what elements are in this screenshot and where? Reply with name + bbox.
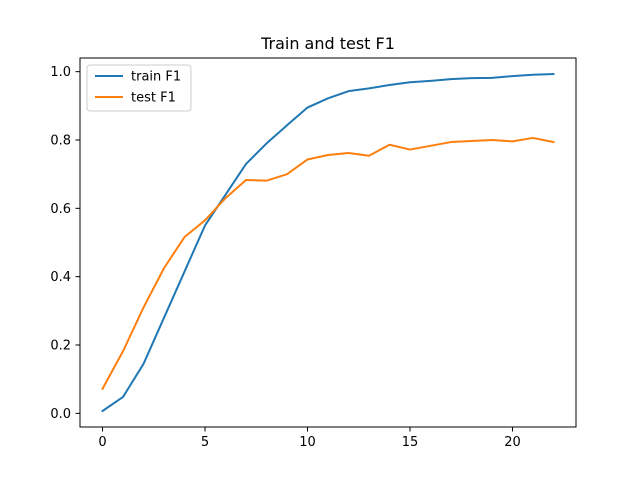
plot-area <box>101 73 555 413</box>
y-tick-label: 0.2 <box>50 339 71 354</box>
axes-frame <box>79 57 577 428</box>
series-line-1 <box>101 136 555 391</box>
y-tick-label: 0.4 <box>50 270 71 285</box>
legend-label-1: test F1 <box>131 91 176 106</box>
x-tick-label: 15 <box>402 435 419 450</box>
legend-label-0: train F1 <box>131 70 181 85</box>
y-tick-label: 1.0 <box>50 65 71 80</box>
x-tick-label: 10 <box>299 435 316 450</box>
y-tick-label: 0.6 <box>50 202 71 217</box>
x-tick-label: 0 <box>98 435 106 450</box>
x-tick-label: 5 <box>201 435 209 450</box>
axes: 0 5 10 15 20 0.0 0.2 0.4 0.6 0.8 1.0 <box>50 57 577 450</box>
y-tick-label: 0.8 <box>50 134 71 149</box>
x-tick-label: 20 <box>504 435 521 450</box>
y-tick-label: 0.0 <box>50 407 71 422</box>
chart-title: Train and test F1 <box>260 34 395 53</box>
series-line-0 <box>101 73 555 413</box>
legend: train F1 test F1 <box>86 64 192 112</box>
